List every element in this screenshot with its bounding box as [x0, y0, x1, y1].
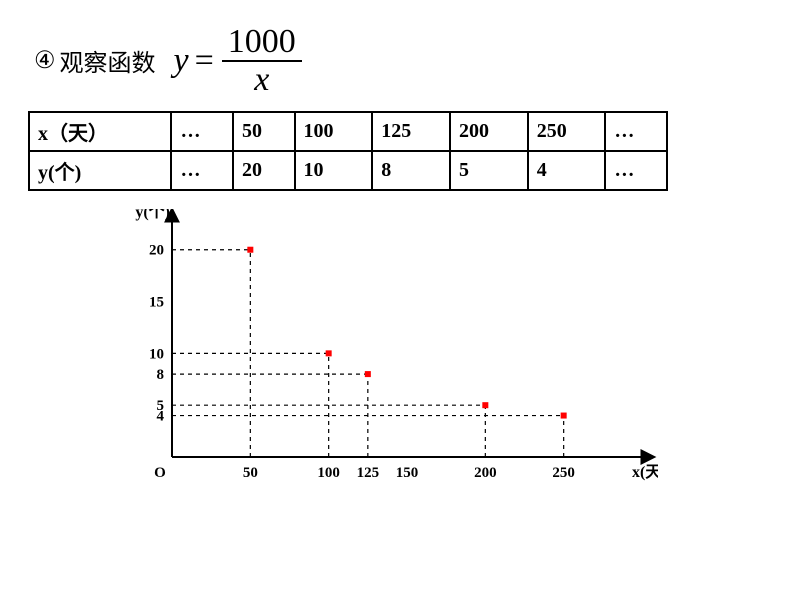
- svg-text:8: 8: [157, 367, 165, 383]
- svg-text:150: 150: [396, 465, 419, 481]
- table-cell: y(个): [29, 151, 171, 190]
- formula-eq: =: [195, 42, 214, 80]
- heading-marker: ④: [34, 46, 56, 75]
- svg-text:x(天): x(天): [632, 464, 658, 481]
- scatter-chart: 50100125150200250458101520Ox(天)y(个): [98, 209, 658, 509]
- table-cell: 125: [372, 112, 450, 151]
- table-row: x（天） … 50 100 125 200 250 …: [29, 112, 667, 151]
- table-cell: 50: [233, 112, 295, 151]
- table-cell: 100: [295, 112, 373, 151]
- svg-text:O: O: [154, 465, 166, 481]
- table-cell: …: [605, 112, 667, 151]
- svg-text:50: 50: [243, 465, 258, 481]
- formula: y = 1000 x: [174, 24, 302, 97]
- table-cell: 20: [233, 151, 295, 190]
- table-cell: …: [171, 112, 233, 151]
- table-cell: 250: [528, 112, 606, 151]
- formula-lhs: y: [174, 42, 189, 80]
- svg-text:15: 15: [149, 295, 164, 311]
- svg-text:5: 5: [157, 399, 165, 415]
- chart-container: 50100125150200250458101520Ox(天)y(个): [98, 209, 760, 514]
- svg-text:y(个): y(个): [135, 209, 170, 221]
- formula-fraction: 1000 x: [222, 24, 302, 97]
- formula-numerator: 1000: [222, 24, 302, 60]
- table-cell: 8: [372, 151, 450, 190]
- table-cell: 5: [450, 151, 528, 190]
- data-table: x（天） … 50 100 125 200 250 … y(个) … 20 10…: [28, 111, 668, 191]
- svg-text:10: 10: [149, 347, 164, 363]
- svg-text:200: 200: [474, 465, 497, 481]
- table-cell: …: [171, 151, 233, 190]
- svg-text:250: 250: [552, 465, 575, 481]
- table-row: y(个) … 20 10 8 5 4 …: [29, 151, 667, 190]
- table-cell: 4: [528, 151, 606, 190]
- table-cell: 200: [450, 112, 528, 151]
- heading: ④ 观察函数 y = 1000 x: [34, 24, 760, 97]
- table-cell: x（天）: [29, 112, 171, 151]
- formula-denominator: x: [248, 62, 275, 98]
- svg-text:20: 20: [149, 243, 164, 259]
- svg-text:125: 125: [357, 465, 380, 481]
- table-cell: 10: [295, 151, 373, 190]
- heading-text: 观察函数: [60, 43, 156, 78]
- svg-text:100: 100: [317, 465, 340, 481]
- table-cell: …: [605, 151, 667, 190]
